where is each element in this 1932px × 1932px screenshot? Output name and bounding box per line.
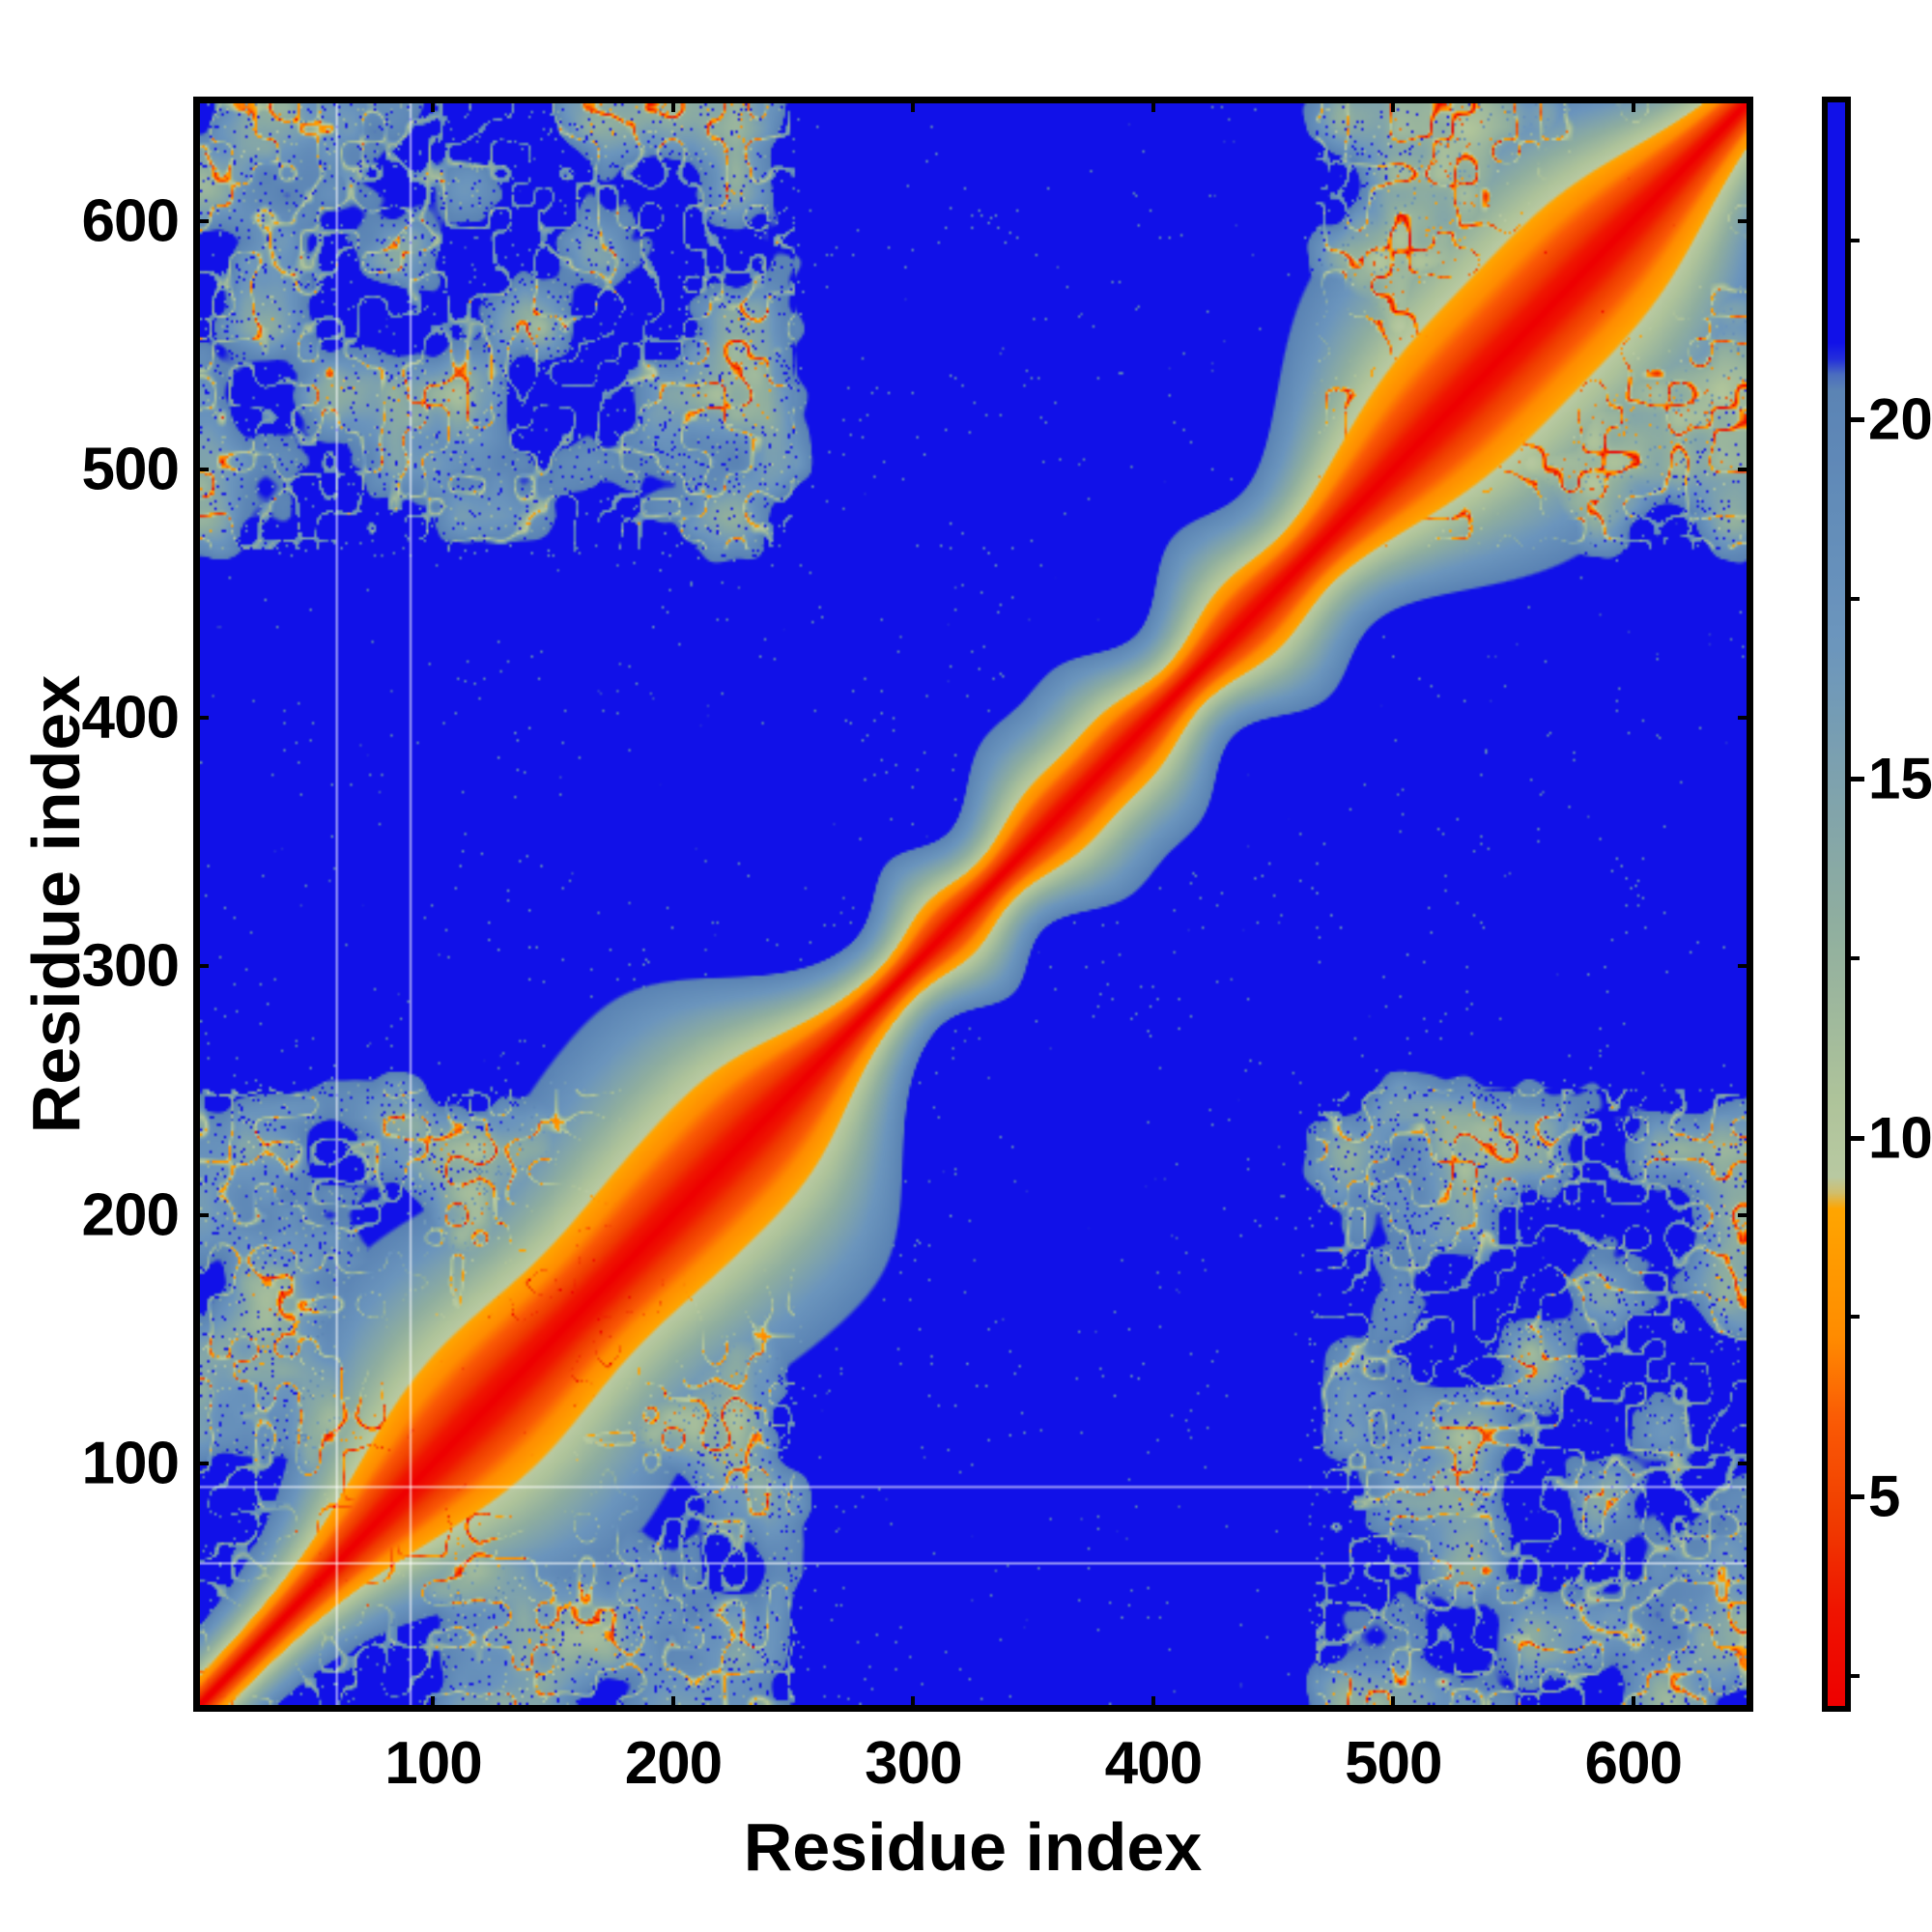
x-tick-600 — [1631, 97, 1635, 112]
colorbar-tick-10 — [1851, 1135, 1864, 1141]
x-tick-300 — [911, 1696, 916, 1712]
y-tick-200 — [193, 1212, 209, 1217]
x-tick-200 — [670, 1696, 675, 1712]
y-tick-400 — [193, 716, 209, 721]
colorbar-tick-label-5: 5 — [1868, 1463, 1901, 1529]
colorbar-minor-tick-22.5 — [1851, 238, 1860, 242]
colorbar-tick-label-15: 15 — [1868, 746, 1932, 811]
y-tick-600 — [193, 218, 209, 223]
x-tick-400 — [1151, 97, 1155, 112]
x-tick-600 — [1631, 1696, 1635, 1712]
x-tick-100 — [431, 1696, 436, 1712]
colorbar-minor-tick-17.5 — [1851, 597, 1860, 602]
colorbar — [1822, 97, 1851, 1712]
y-tick-label-400: 400 — [81, 684, 180, 752]
x-axis-label: Residue index — [743, 1809, 1203, 1885]
y-tick-label-100: 100 — [81, 1430, 180, 1497]
x-tick-label-500: 500 — [1345, 1730, 1442, 1797]
distance-map-plot-area — [193, 97, 1753, 1712]
x-tick-label-100: 100 — [384, 1730, 482, 1797]
y-tick-label-600: 600 — [81, 187, 180, 255]
x-tick-500 — [1391, 1696, 1396, 1712]
colorbar-gradient — [1828, 102, 1845, 1706]
x-tick-100 — [431, 97, 436, 112]
colorbar-tick-5 — [1851, 1494, 1864, 1500]
x-tick-200 — [670, 97, 675, 112]
x-tick-300 — [911, 97, 916, 112]
x-tick-500 — [1391, 97, 1396, 112]
y-tick-100 — [193, 1461, 209, 1465]
colorbar-tick-label-10: 10 — [1868, 1105, 1932, 1170]
colorbar-minor-tick-12.5 — [1851, 955, 1860, 960]
x-tick-label-300: 300 — [865, 1730, 962, 1797]
y-tick-label-300: 300 — [81, 932, 180, 1000]
y-tick-600 — [1738, 218, 1753, 223]
x-tick-label-600: 600 — [1584, 1730, 1683, 1797]
colorbar-minor-tick-7.5 — [1851, 1315, 1860, 1320]
y-tick-label-200: 200 — [81, 1181, 180, 1249]
y-tick-100 — [1738, 1461, 1753, 1465]
y-tick-300 — [1738, 964, 1753, 969]
colorbar-tick-label-20: 20 — [1868, 386, 1932, 452]
x-tick-label-400: 400 — [1104, 1730, 1203, 1797]
y-tick-200 — [1738, 1212, 1753, 1217]
x-tick-400 — [1151, 1696, 1155, 1712]
y-tick-500 — [1738, 467, 1753, 471]
colorbar-tick-15 — [1851, 776, 1864, 781]
y-tick-label-500: 500 — [81, 436, 180, 503]
y-tick-500 — [193, 467, 209, 471]
distance-map-heatmap — [200, 103, 1747, 1705]
colorbar-minor-tick-2.5 — [1851, 1673, 1860, 1678]
y-tick-300 — [193, 964, 209, 969]
y-tick-400 — [1738, 716, 1753, 721]
colorbar-tick-20 — [1851, 417, 1864, 423]
x-tick-label-200: 200 — [624, 1730, 723, 1797]
